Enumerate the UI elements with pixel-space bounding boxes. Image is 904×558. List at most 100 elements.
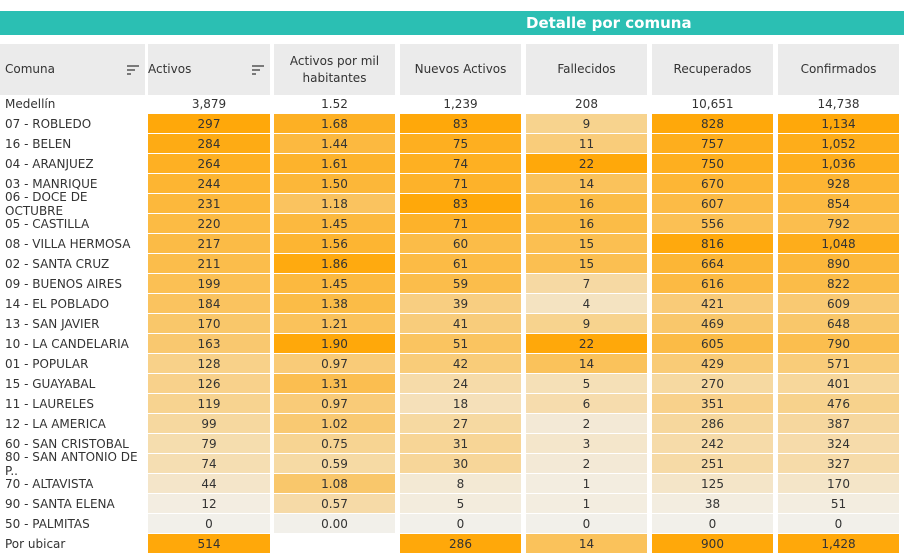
heat-cell: 170 [148, 314, 270, 333]
heat-cell: 51 [778, 494, 899, 513]
heat-cell: 231 [148, 194, 270, 213]
heat-cell: 0 [778, 514, 899, 533]
heat-cell: 74 [400, 154, 521, 173]
heat-cell: 0.59 [274, 454, 395, 473]
row-label: 12 - LA AMERICA [5, 416, 106, 431]
heat-cell: 71 [400, 214, 521, 233]
row-label: 80 - SAN ANTONIO DE P.. [5, 449, 138, 478]
row-label: 16 - BELEN [5, 136, 72, 151]
total-cell: 10,651 [691, 97, 734, 111]
row-label: 50 - PALMITAS [5, 516, 90, 531]
column-header[interactable]: Nuevos Activos [400, 44, 521, 95]
title-bar: Detalle por comuna [0, 11, 904, 35]
heat-cell: 199 [148, 274, 270, 293]
row-label: 60 - SAN CRISTOBAL [5, 436, 129, 451]
row-label: 08 - VILLA HERMOSA [5, 236, 131, 251]
heat-cell: 119 [148, 394, 270, 413]
heat-cell: 890 [778, 254, 899, 273]
row-label: 07 - ROBLEDO [5, 116, 92, 131]
row-label: 70 - ALTAVISTA [5, 476, 94, 491]
heat-cell: 1.02 [274, 414, 395, 433]
heat-cell: 9 [526, 314, 647, 333]
heat-cell: 75 [400, 134, 521, 153]
row-label: 90 - SANTA ELENA [5, 496, 115, 511]
heat-cell: 27 [400, 414, 521, 433]
heat-cell: 571 [778, 354, 899, 373]
heat-cell: 790 [778, 334, 899, 353]
heat-cell: 242 [652, 434, 773, 453]
column-header[interactable]: Activos por mil habitantes [274, 44, 395, 95]
heat-cell: 5 [400, 494, 521, 513]
heat-cell: 664 [652, 254, 773, 273]
heat-cell: 125 [652, 474, 773, 493]
sort-icon[interactable] [127, 64, 139, 75]
heat-cell: 297 [148, 114, 270, 133]
sort-icon[interactable] [252, 64, 264, 75]
heat-cell: 514 [148, 534, 270, 553]
heat-cell: 1 [526, 494, 647, 513]
column-header[interactable]: Confirmados [778, 44, 899, 95]
total-cell: 3,879 [191, 97, 227, 111]
heat-cell: 51 [400, 334, 521, 353]
heat-cell: 429 [652, 354, 773, 373]
heat-cell: 1.56 [274, 234, 395, 253]
heat-cell: 2 [526, 454, 647, 473]
heat-cell: 607 [652, 194, 773, 213]
column-header[interactable]: Activos [148, 44, 270, 95]
heat-cell: 71 [400, 174, 521, 193]
heat-cell: 83 [400, 114, 521, 133]
heat-cell: 0 [400, 514, 521, 533]
heat-cell: 4 [526, 294, 647, 313]
row-label: 13 - SAN JAVIER [5, 316, 100, 331]
heat-cell: 22 [526, 334, 647, 353]
heat-cell: 31 [400, 434, 521, 453]
row-label: 02 - SANTA CRUZ [5, 256, 110, 271]
heat-cell: 61 [400, 254, 521, 273]
column-header[interactable]: Fallecidos [526, 44, 647, 95]
heat-cell: 670 [652, 174, 773, 193]
row-label: Por ubicar [5, 536, 66, 551]
row-label: Medellín [5, 97, 56, 111]
heat-cell: 822 [778, 274, 899, 293]
heat-cell: 828 [652, 114, 773, 133]
row-label: 14 - EL POBLADO [5, 296, 110, 311]
heat-cell: 1.21 [274, 314, 395, 333]
total-cell: 14,738 [817, 97, 860, 111]
heat-cell: 1.18 [274, 194, 395, 213]
heat-cell: 1.86 [274, 254, 395, 273]
row-label: 01 - POPULAR [5, 356, 89, 371]
row-label: 10 - LA CANDELARIA [5, 336, 129, 351]
heat-cell: 30 [400, 454, 521, 473]
heat-cell: 22 [526, 154, 647, 173]
heat-cell: 1.68 [274, 114, 395, 133]
heat-cell: 12 [148, 494, 270, 513]
row-label: 05 - CASTILLA [5, 216, 90, 231]
heat-cell: 211 [148, 254, 270, 273]
row-label: 06 - DOCE DE OCTUBRE [5, 189, 88, 218]
heat-cell: 99 [148, 414, 270, 433]
row-label: 03 - MANRIQUE [5, 176, 98, 191]
heat-cell: 0 [652, 514, 773, 533]
heat-cell: 14 [526, 174, 647, 193]
heat-cell: 1,048 [778, 234, 899, 253]
heat-cell: 1.90 [274, 334, 395, 353]
heat-cell: 42 [400, 354, 521, 373]
heat-cell: 0 [148, 514, 270, 533]
heat-cell: 44 [148, 474, 270, 493]
heat-cell: 1.38 [274, 294, 395, 313]
heat-cell: 264 [148, 154, 270, 173]
heat-cell: 8 [400, 474, 521, 493]
heat-cell: 163 [148, 334, 270, 353]
heat-cell: 38 [652, 494, 773, 513]
column-header[interactable]: Recuperados [652, 44, 773, 95]
heat-cell: 217 [148, 234, 270, 253]
heat-cell: 9 [526, 114, 647, 133]
heat-cell: 220 [148, 214, 270, 233]
heat-cell: 14 [526, 534, 647, 553]
row-label: 04 - ARANJUEZ [5, 156, 94, 171]
heat-cell: 324 [778, 434, 899, 453]
heat-cell: 1,428 [778, 534, 899, 553]
heat-cell: 6 [526, 394, 647, 413]
column-header[interactable]: Comuna [0, 44, 145, 95]
